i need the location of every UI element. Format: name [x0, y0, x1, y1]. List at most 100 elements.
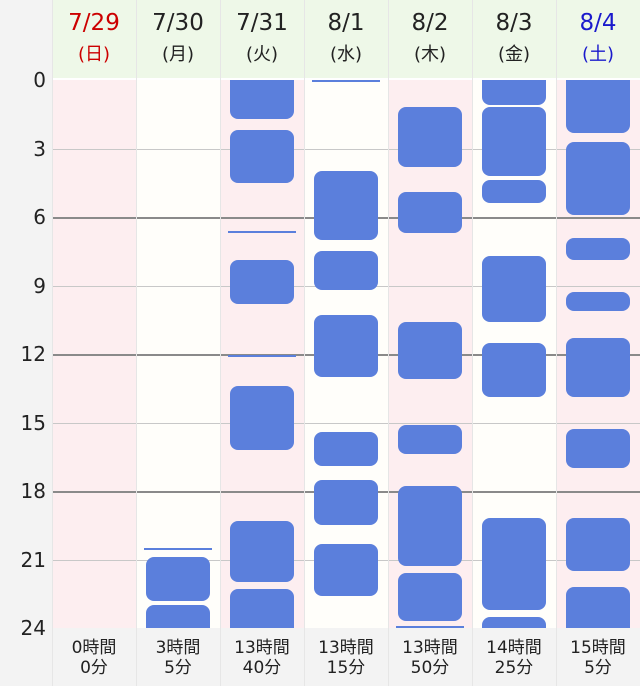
- sleep-block[interactable]: [482, 180, 546, 204]
- sleep-block[interactable]: [314, 315, 378, 377]
- sleep-block[interactable]: [398, 573, 462, 622]
- sleep-block[interactable]: [482, 518, 546, 610]
- day-total-hours: 3時間: [155, 638, 201, 658]
- day-total: 13時間 15分: [304, 638, 388, 678]
- day-date: 8/4: [579, 10, 617, 36]
- day-of-week: (月): [161, 44, 195, 65]
- sleep-block[interactable]: [146, 605, 210, 628]
- day-total-minutes: 40分: [242, 658, 282, 678]
- day-total-minutes: 0分: [80, 658, 108, 678]
- sleep-block[interactable]: [398, 486, 462, 567]
- sleep-block[interactable]: [482, 80, 546, 106]
- day-total-hours: 14時間: [486, 638, 542, 658]
- day-header[interactable]: 7/31 (火): [220, 0, 304, 78]
- hour-tick-label: 3: [33, 136, 46, 161]
- sleep-marker[interactable]: [144, 548, 212, 551]
- sleep-block[interactable]: [566, 586, 630, 628]
- sleep-block[interactable]: [230, 385, 294, 450]
- day-date: 8/2: [411, 10, 449, 36]
- sleep-block[interactable]: [230, 130, 294, 183]
- day-date: 7/30: [152, 10, 204, 36]
- day-total: 3時間 5分: [136, 638, 220, 678]
- sleep-marker[interactable]: [228, 355, 296, 358]
- sleep-marker[interactable]: [228, 230, 296, 233]
- gridline: [52, 422, 640, 424]
- hour-tick-label: 18: [20, 479, 46, 503]
- day-header[interactable]: 8/1 (水): [304, 0, 388, 78]
- hour-tick-label: 12: [20, 342, 46, 366]
- day-total-minutes: 5分: [584, 658, 612, 678]
- day-total: 0時間 0分: [52, 638, 136, 678]
- gridline: [52, 148, 640, 150]
- day-header[interactable]: 7/30 (月): [136, 0, 220, 78]
- column-separator: [304, 0, 305, 686]
- sleep-block[interactable]: [566, 429, 630, 469]
- sleep-block[interactable]: [230, 589, 294, 628]
- sleep-block[interactable]: [398, 191, 462, 233]
- day-header[interactable]: 8/4 (土): [556, 0, 640, 78]
- sleep-block[interactable]: [482, 616, 546, 628]
- sleep-block[interactable]: [314, 251, 378, 291]
- day-total-hours: 13時間: [318, 638, 374, 658]
- hour-tick-label: 6: [33, 205, 46, 229]
- sleep-block[interactable]: [566, 338, 630, 398]
- sleep-block[interactable]: [230, 80, 294, 119]
- day-of-week: (土): [581, 44, 615, 65]
- day-of-week: (木): [413, 44, 447, 65]
- day-of-week: (金): [497, 44, 531, 65]
- day-total: 13時間 50分: [388, 638, 472, 678]
- day-total-hours: 15時間: [570, 638, 626, 658]
- sleep-chart: [52, 80, 640, 630]
- day-total-minutes: 50分: [410, 658, 450, 678]
- sleep-block[interactable]: [230, 260, 294, 304]
- sleep-block[interactable]: [566, 141, 630, 215]
- hour-tick-label: 21: [20, 547, 46, 572]
- sleep-marker[interactable]: [396, 625, 464, 628]
- day-total-hours: 0時間: [71, 638, 117, 658]
- hour-tick-label: 15: [20, 410, 46, 435]
- sleep-block[interactable]: [230, 520, 294, 583]
- day-total: 13時間 40分: [220, 638, 304, 678]
- date-header: 7/29 (日) 7/30 (月) 7/31 (火) 8/1 (水) 8/2 (木) 8/3 (金) 8…: [0, 0, 640, 78]
- day-header[interactable]: 8/2 (木): [388, 0, 472, 78]
- sleep-block[interactable]: [566, 80, 630, 133]
- sleep-block[interactable]: [314, 171, 378, 240]
- column-separator: [388, 0, 389, 686]
- day-of-week: (日): [77, 44, 111, 65]
- hour-tick-label: 9: [33, 273, 46, 298]
- column-separator: [556, 0, 557, 686]
- sleep-block[interactable]: [482, 255, 546, 323]
- daily-totals: 0時間 0分 3時間 5分 13時間 40分 13時間 15分 13時間 50分 14時間 25分 15…: [52, 628, 640, 686]
- day-total-minutes: 25分: [494, 658, 534, 678]
- sleep-block[interactable]: [566, 518, 630, 571]
- day-header[interactable]: 8/3 (金): [472, 0, 556, 78]
- day-date: 8/3: [495, 10, 533, 36]
- day-date: 7/31: [236, 10, 288, 36]
- day-of-week: (火): [245, 44, 279, 65]
- day-total: 14時間 25分: [472, 638, 556, 678]
- column-separator: [52, 0, 53, 686]
- column-separator: [472, 0, 473, 686]
- day-total: 15時間 5分: [556, 638, 640, 678]
- sleep-block[interactable]: [398, 107, 462, 167]
- day-of-week: (水): [329, 44, 363, 65]
- sleep-block[interactable]: [566, 292, 630, 311]
- sleep-block[interactable]: [482, 107, 546, 176]
- sleep-block[interactable]: [566, 237, 630, 261]
- sleep-block[interactable]: [146, 557, 210, 601]
- sleep-block[interactable]: [398, 424, 462, 455]
- hour-axis: 0 3 6 9 12 15 18 21 24: [0, 0, 52, 686]
- column-separator: [220, 0, 221, 686]
- sleep-block[interactable]: [482, 342, 546, 398]
- day-header[interactable]: 7/29 (日): [52, 0, 136, 78]
- day-total-minutes: 15分: [326, 658, 366, 678]
- sleep-block[interactable]: [314, 543, 378, 597]
- header-background: [52, 0, 640, 78]
- sleep-marker[interactable]: [312, 80, 380, 82]
- sleep-block[interactable]: [314, 431, 378, 466]
- sleep-block[interactable]: [314, 479, 378, 526]
- day-total-hours: 13時間: [234, 638, 290, 658]
- sleep-block[interactable]: [398, 322, 462, 380]
- day-date: 7/29: [68, 10, 120, 36]
- hour-tick-label: 0: [33, 68, 46, 92]
